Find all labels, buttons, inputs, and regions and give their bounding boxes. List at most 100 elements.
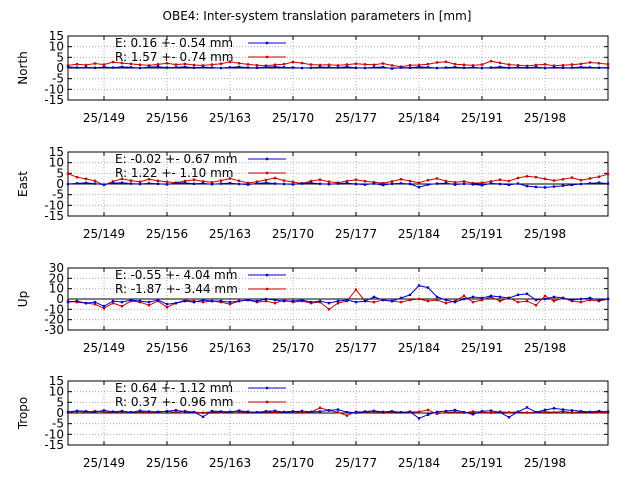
data-point-e (336, 66, 340, 69)
data-point-e (417, 186, 421, 189)
data-point-e (219, 299, 223, 303)
data-point-r (354, 288, 358, 291)
data-point-r (606, 172, 610, 176)
x-tick-label: 25/149 (83, 111, 125, 125)
data-point-r (246, 181, 250, 185)
data-point-e (471, 66, 475, 69)
data-point-r (273, 411, 277, 414)
data-point-r (318, 178, 322, 181)
data-point-r (417, 63, 421, 67)
data-point-e (192, 300, 196, 304)
y-tick-label: 15 (49, 29, 64, 43)
data-point-r (120, 177, 124, 181)
data-point-r (120, 61, 124, 65)
x-tick-label: 25/149 (83, 227, 125, 241)
data-point-r (219, 179, 223, 182)
data-point-e (489, 182, 493, 185)
data-point-r (543, 63, 547, 66)
data-point-r (354, 178, 358, 181)
data-point-r (507, 411, 511, 414)
data-point-r (525, 411, 529, 414)
data-point-r (372, 63, 376, 66)
data-point-e (561, 296, 565, 300)
data-point-e (102, 183, 106, 186)
data-point-e (534, 185, 538, 189)
data-point-e (291, 410, 295, 413)
x-tick-label: 25/177 (335, 341, 377, 355)
y-tick-label: 0 (56, 406, 64, 420)
data-point-r (462, 294, 466, 298)
data-point-e (327, 183, 331, 186)
data-point-e (102, 65, 106, 69)
x-tick-label: 25/177 (335, 456, 377, 470)
data-point-r (228, 60, 232, 64)
y-tick-label: 5 (56, 166, 64, 180)
data-point-e (183, 181, 187, 185)
data-point-e (93, 300, 97, 304)
data-point-e (408, 410, 412, 413)
legend-marker-e (265, 273, 269, 277)
data-point-e (588, 410, 592, 414)
data-point-e (390, 299, 394, 303)
x-tick-label: 25/191 (461, 227, 503, 241)
legend-marker-r (265, 55, 269, 59)
data-point-e (453, 183, 457, 186)
data-point-r (417, 410, 421, 413)
data-point-r (219, 62, 223, 65)
data-point-r (138, 180, 142, 184)
data-point-e (390, 182, 394, 185)
data-point-r (183, 179, 187, 183)
y-tick-label: -20 (44, 313, 64, 327)
data-point-e (84, 66, 88, 69)
data-point-e (156, 182, 160, 185)
data-point-e (120, 65, 124, 69)
data-point-r (606, 62, 610, 66)
data-point-e (516, 66, 520, 69)
data-point-r (192, 63, 196, 67)
x-tick-label: 25/198 (524, 456, 566, 470)
data-point-e (561, 408, 565, 411)
data-point-e (543, 186, 547, 189)
y-tick-label: 0 (56, 177, 64, 191)
data-point-e (102, 409, 106, 412)
data-point-e (237, 182, 241, 186)
data-point-e (192, 182, 196, 185)
data-point-r (147, 178, 151, 181)
x-tick-label: 25/191 (461, 111, 503, 125)
data-point-e (147, 410, 151, 413)
data-point-r (237, 62, 241, 65)
data-point-e (318, 65, 322, 69)
data-point-r (417, 297, 421, 301)
data-point-r (453, 181, 457, 184)
data-point-r (444, 179, 448, 183)
data-point-e (471, 295, 475, 299)
data-point-e (102, 305, 106, 308)
data-point-r (579, 178, 583, 182)
data-point-r (552, 64, 556, 67)
data-point-e (129, 182, 133, 185)
x-tick-label: 25/156 (146, 111, 188, 125)
data-point-e (498, 411, 502, 414)
data-point-e (597, 66, 601, 69)
data-point-e (570, 183, 574, 187)
data-point-e (228, 181, 232, 185)
data-point-e (426, 183, 430, 186)
data-point-e (489, 409, 493, 412)
data-point-e (75, 409, 79, 413)
data-point-e (444, 66, 448, 69)
data-point-e (309, 410, 313, 414)
data-point-e (84, 301, 88, 305)
data-point-e (345, 410, 349, 414)
data-point-r (138, 63, 142, 66)
data-point-e (183, 65, 187, 69)
data-point-r (102, 307, 106, 310)
data-point-e (534, 65, 538, 69)
data-point-e (246, 298, 250, 302)
data-point-e (363, 183, 367, 186)
data-point-e (246, 410, 250, 413)
data-point-e (543, 408, 547, 412)
data-point-r (282, 62, 286, 66)
